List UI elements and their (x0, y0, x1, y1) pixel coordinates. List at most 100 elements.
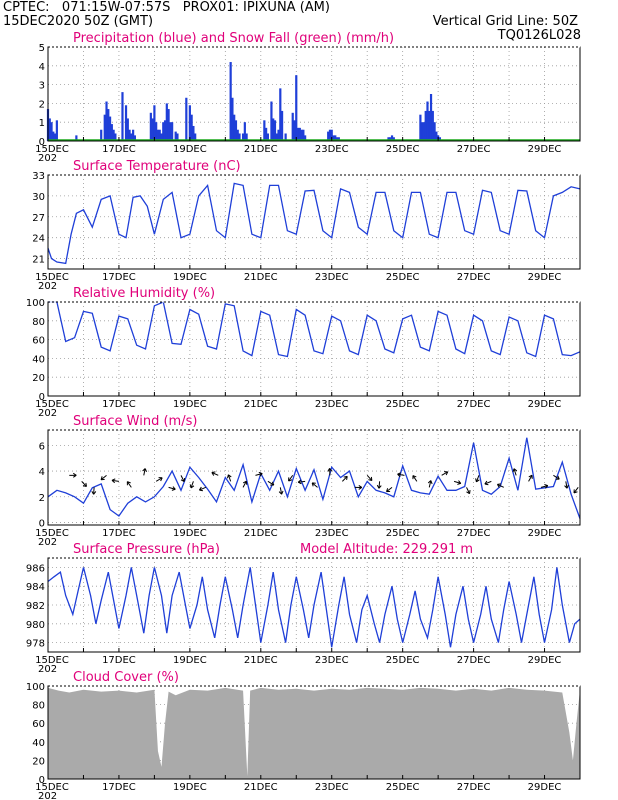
wind-arrow-icon (255, 471, 263, 477)
precip-bar (277, 129, 280, 141)
precip-bar (233, 114, 236, 141)
precip-bar (163, 120, 167, 141)
precip-bar (435, 131, 438, 141)
precip-bar (126, 118, 129, 141)
precip-bar (174, 131, 177, 141)
x-year-stub: 202 (38, 791, 57, 800)
precip-bar (231, 97, 234, 141)
header-model-id: TQ0126L028 (497, 28, 581, 43)
y-tick-label: 60 (32, 719, 45, 730)
precip-bar (266, 133, 269, 141)
x-tick-label: 19DEC (173, 528, 207, 539)
precip-bar (114, 133, 117, 141)
wind-arrow-icon (189, 481, 195, 489)
precip-bar (337, 137, 340, 141)
precip-bar (280, 110, 284, 141)
wind-title: Surface Wind (m/s) (73, 414, 197, 429)
wind-arrow-icon (327, 468, 333, 476)
y-tick-label: 986 (26, 563, 45, 574)
precip-bar (155, 122, 158, 141)
temperature-line (47, 182, 581, 265)
cloud-cover-area (48, 687, 580, 779)
wind-arrow-icon (453, 480, 462, 485)
precip-bar (389, 137, 392, 141)
precipitation-panel (46, 46, 581, 142)
y-tick-label: 4 (39, 62, 45, 73)
x-tick-label: 17DEC (102, 655, 136, 666)
precip-bar (107, 109, 110, 141)
x-tick-label: 23DEC (315, 655, 349, 666)
x-tick-label: 15DEC (35, 528, 69, 539)
precip-bar (108, 116, 112, 141)
precip-bar (293, 120, 296, 141)
y-tick-label: 2 (39, 493, 45, 504)
wind-arrow-icon (168, 486, 176, 491)
precip-bar (169, 122, 172, 141)
precip-bar (236, 129, 239, 141)
precip-bar (431, 110, 434, 141)
x-tick-label: 15DEC (35, 144, 69, 155)
x-tick-label: 25DEC (386, 144, 420, 155)
x-tick-label: 19DEC (173, 144, 207, 155)
x-tick-label: 29DEC (528, 144, 562, 155)
header-grid-note: Vertical Grid Line: 50Z (432, 14, 578, 29)
x-tick-label: 23DEC (315, 399, 349, 410)
precip-bar (50, 122, 53, 141)
x-tick-label: 21DEC (244, 144, 278, 155)
wind-line (47, 437, 581, 519)
y-tick-label: 5 (39, 43, 45, 54)
wind-arrow-icon (198, 486, 207, 492)
x-year-stub: 202 (38, 408, 57, 419)
wind-arrow-icon (91, 487, 97, 495)
wind-arrow-icon (528, 474, 533, 482)
x-tick-label: 29DEC (528, 782, 562, 793)
precip-bar (421, 122, 424, 141)
y-tick-label: 33 (32, 171, 45, 182)
wind-arrow-icon (226, 474, 232, 482)
wind-arrow-icon (69, 472, 77, 478)
x-tick-label: 21DEC (244, 399, 278, 410)
precip-bar (424, 110, 427, 141)
y-tick-label: 40 (32, 738, 45, 749)
precip-bar (133, 135, 136, 141)
wind-arrow-icon (512, 468, 518, 476)
x-tick-label: 15DEC (35, 782, 69, 793)
x-tick-label: 23DEC (315, 272, 349, 283)
precip-bar (160, 133, 163, 141)
precip-bar (438, 137, 442, 141)
x-tick-label: 25DEC (386, 399, 420, 410)
y-tick-label: 100 (26, 682, 45, 693)
wind-arrow-icon (242, 480, 248, 488)
y-tick-label: 20 (32, 756, 45, 767)
precip-bar (132, 129, 135, 141)
y-tick-label: 2 (39, 99, 45, 110)
y-tick-label: 3 (39, 81, 45, 92)
precip-bar (426, 101, 429, 141)
precip-bar (334, 135, 337, 141)
x-tick-label: 25DEC (386, 655, 420, 666)
wind-arrow-icon (354, 485, 363, 490)
y-tick-label: 4 (39, 467, 45, 478)
wind-arrow-icon (297, 479, 306, 485)
wind-arrow-icon (573, 487, 579, 494)
precip-bar (110, 124, 113, 141)
x-tick-label: 23DEC (315, 528, 349, 539)
precip-bar (284, 133, 287, 141)
wind-arrow-icon (100, 474, 107, 481)
x-tick-label: 27DEC (457, 144, 491, 155)
precip-bar (162, 122, 165, 141)
precip-bar (238, 133, 241, 141)
precip-bar (149, 112, 152, 141)
y-tick-label: 24 (32, 234, 45, 245)
y-tick-label: 80 (32, 317, 45, 328)
y-tick-label: 20 (32, 373, 45, 384)
precip-bar (429, 94, 433, 141)
wind-arrow-icon (466, 487, 471, 495)
x-tick-label: 25DEC (386, 528, 420, 539)
model-altitude-label: Model Altitude: 229.291 m (300, 542, 473, 557)
x-tick-label: 15DEC (35, 272, 69, 283)
y-tick-label: 0 (39, 137, 45, 148)
precip-bar (103, 114, 106, 141)
x-year-stub: 202 (38, 664, 57, 675)
precip-bar (100, 129, 103, 141)
